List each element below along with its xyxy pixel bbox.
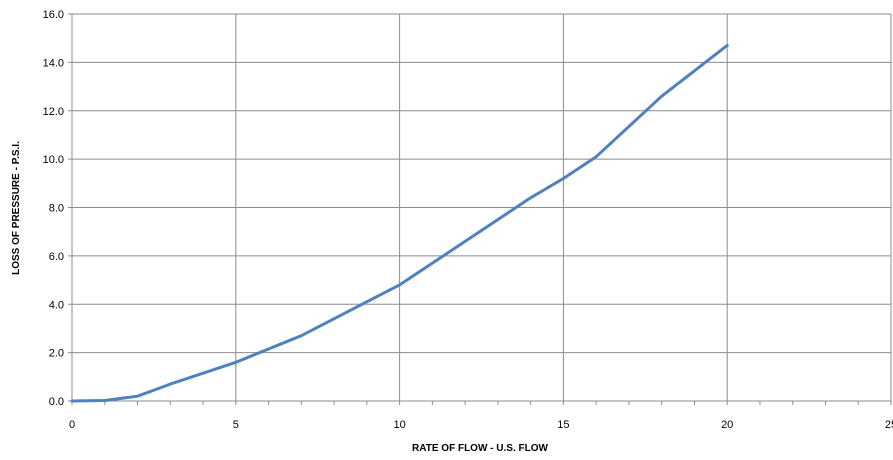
series-line	[70, 43, 729, 403]
y-tick-label: 16.0	[43, 9, 64, 21]
x-axis-title: RATE OF FLOW - U.S. FLOW	[412, 443, 548, 454]
grid-lines	[72, 13, 892, 401]
data-series	[70, 43, 729, 403]
x-tick-label: 5	[233, 419, 239, 431]
x-tick-label: 10	[393, 419, 405, 431]
y-tick-label: 14.0	[43, 57, 64, 69]
x-tick-labels: 0 5 10 15 20 25	[69, 419, 893, 431]
y-axis-title: LOSS OF PRESSURE - P.S.I.	[11, 141, 22, 275]
x-tick-label: 25	[885, 419, 893, 431]
x-tick-label: 20	[721, 419, 733, 431]
y-tick-label: 2.0	[49, 348, 64, 360]
y-tick-label: 6.0	[49, 251, 64, 263]
y-tick-label: 8.0	[49, 203, 64, 215]
x-tick-label: 0	[69, 419, 75, 431]
y-tick-label: 0.0	[49, 396, 64, 408]
y-tick-label: 4.0	[49, 299, 64, 311]
y-tick-label: 10.0	[43, 154, 64, 166]
x-tick-label: 15	[557, 419, 569, 431]
y-tick-labels: 0.0 2.0 4.0 6.0 8.0 10.0 12.0 14.0 16.0	[43, 9, 64, 408]
y-tick-label: 12.0	[43, 106, 64, 118]
axes	[68, 13, 892, 405]
